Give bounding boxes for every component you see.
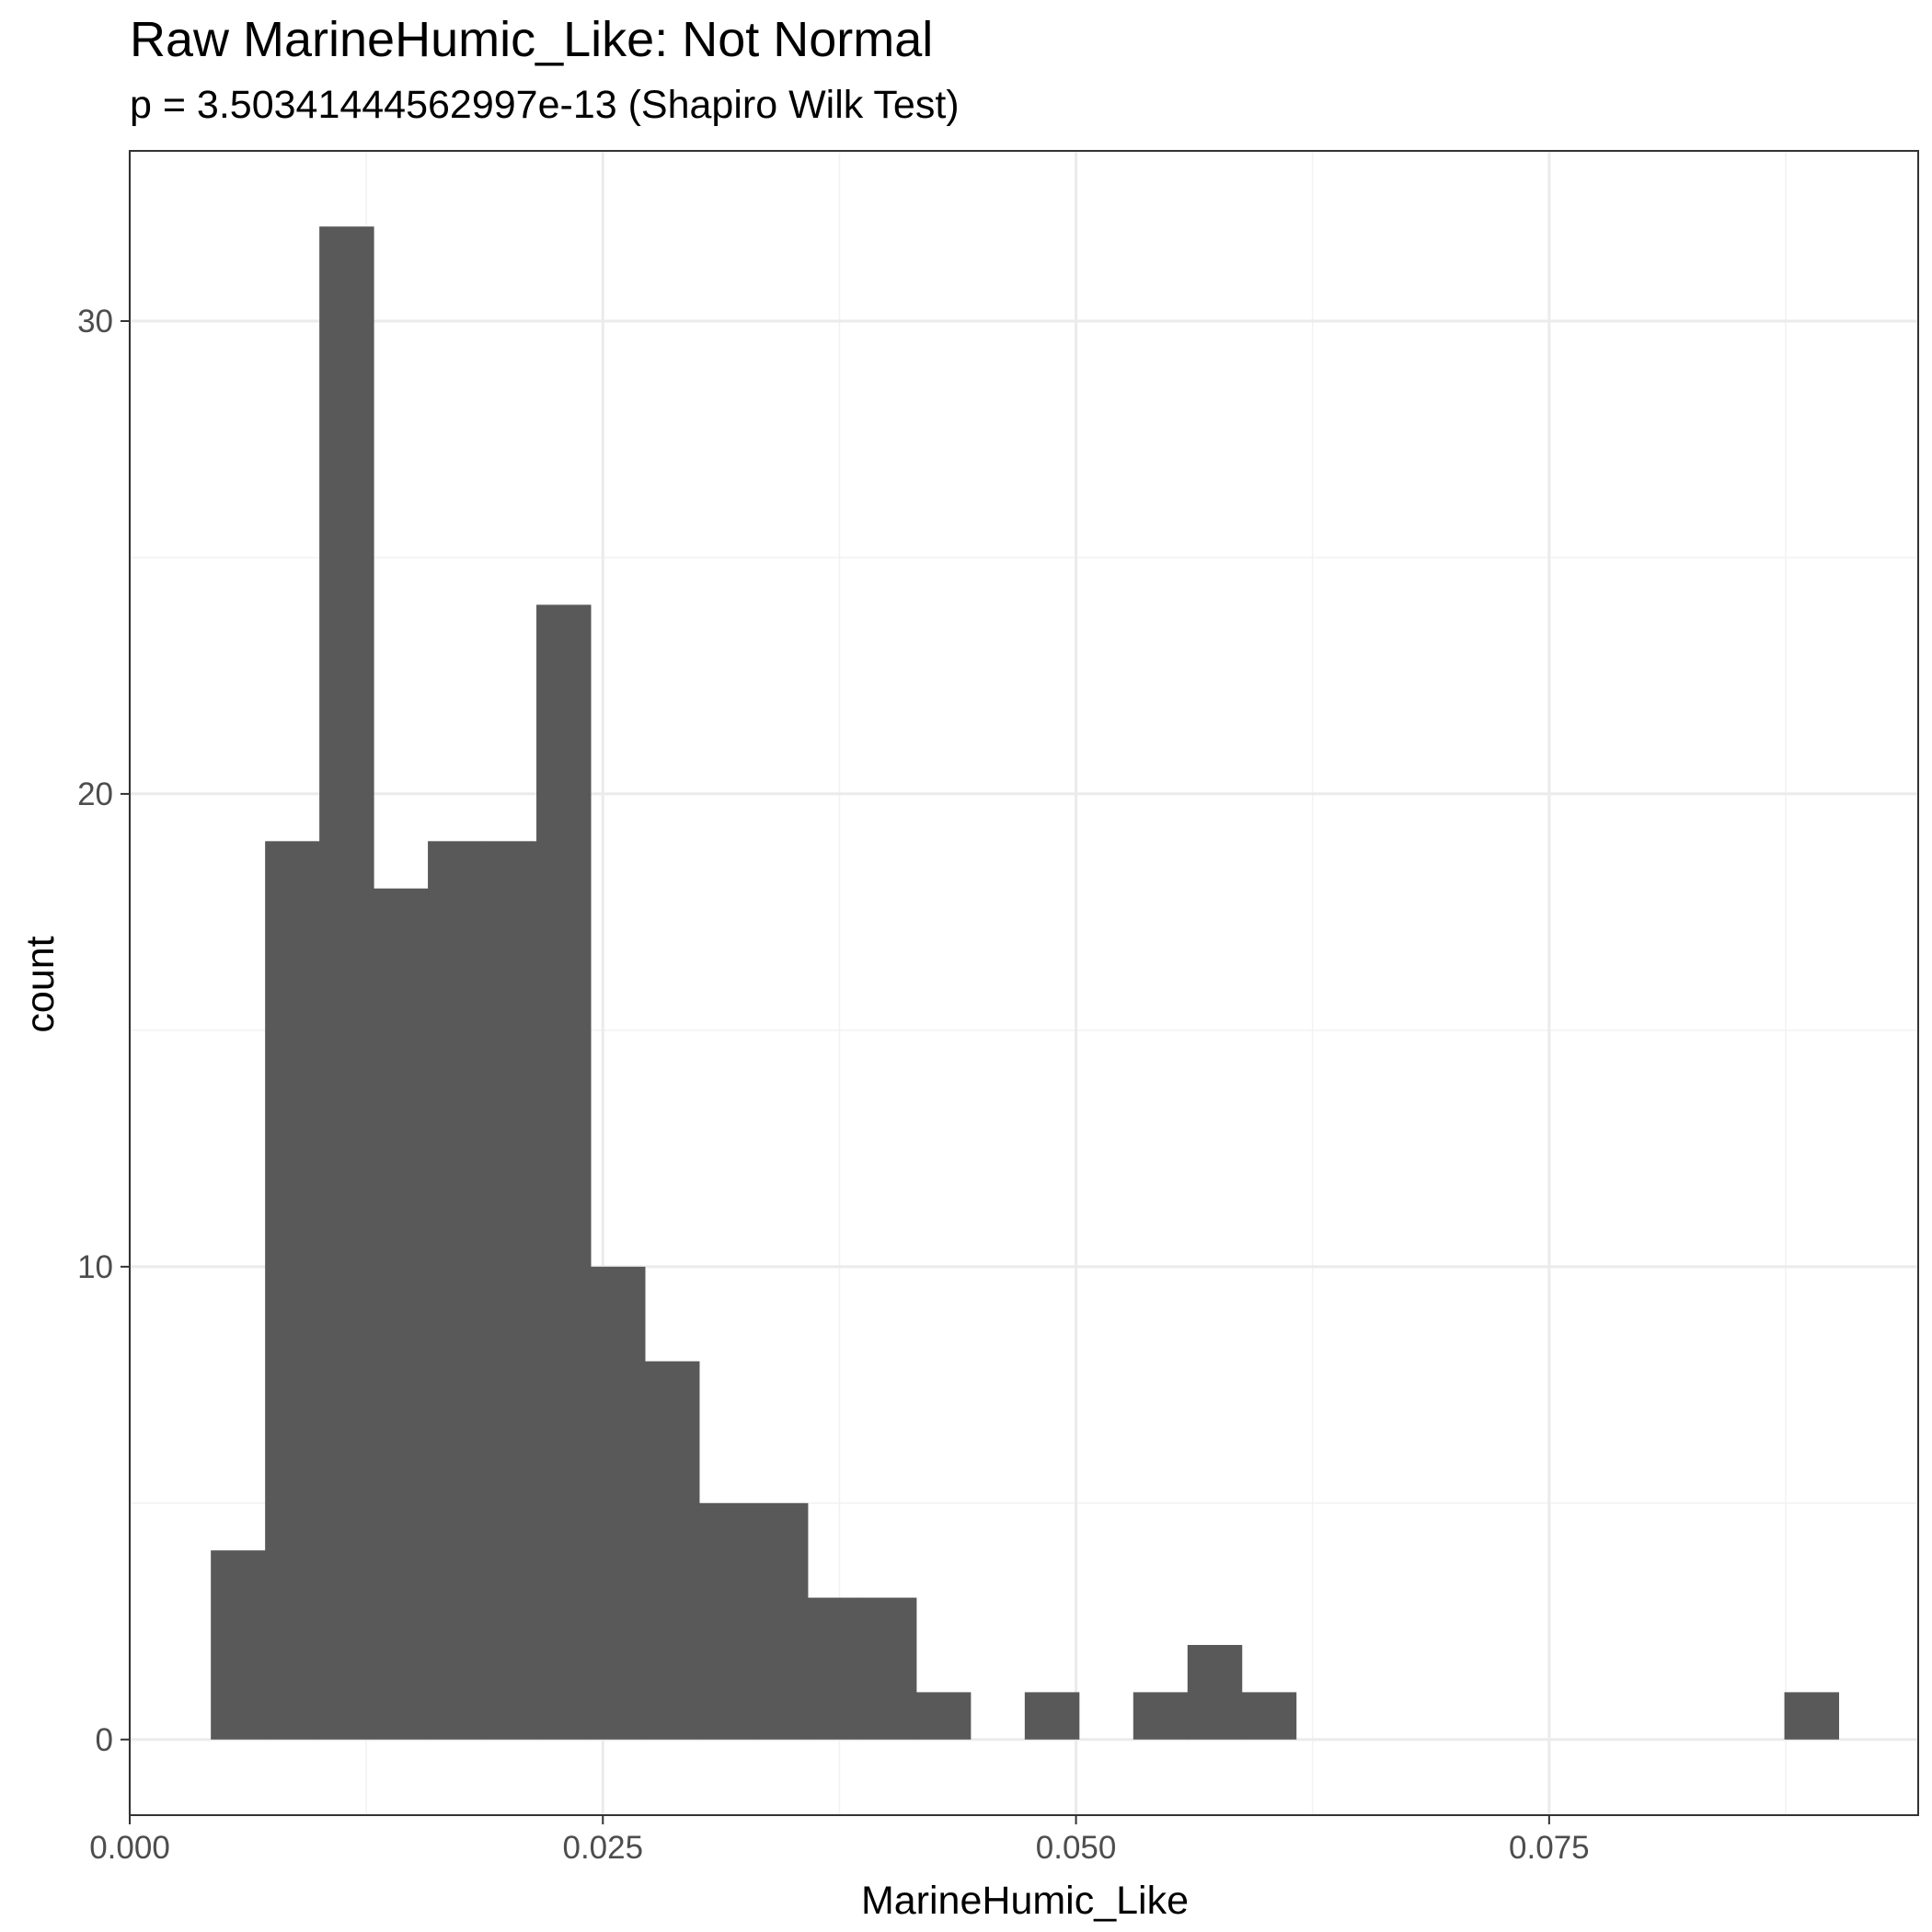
histogram-bar (753, 1502, 809, 1740)
histogram-bar (807, 1597, 863, 1740)
histogram-bar (211, 1550, 266, 1740)
histogram-bar (319, 226, 374, 1740)
chart-subtitle: p = 3.50341444562997e-13 (Shapiro Wilk T… (130, 83, 960, 127)
panel-border (129, 150, 1919, 1816)
histogram-bar (591, 1266, 646, 1740)
x-tick-label: 0.000 (89, 1830, 170, 1866)
histogram-bar (1187, 1644, 1243, 1740)
histogram-bar (915, 1692, 972, 1740)
histogram-bar (265, 841, 320, 1740)
histogram-bar (861, 1597, 917, 1740)
y-tick-label: 10 (77, 1249, 113, 1285)
histogram-bar (1133, 1692, 1189, 1740)
x-tick-label: 0.025 (562, 1830, 643, 1866)
histogram-bar (536, 604, 592, 1740)
histogram-bar (374, 888, 429, 1740)
y-tick-label: 0 (96, 1722, 113, 1758)
chart-title: Raw MarineHumic_Like: Not Normal (130, 12, 934, 67)
x-axis-title: MarineHumic_Like (861, 1879, 1189, 1923)
histogram-bar (1241, 1692, 1297, 1740)
histogram-bar (1024, 1692, 1080, 1740)
histogram-bar (644, 1361, 700, 1740)
x-tick-label: 0.050 (1036, 1830, 1117, 1866)
histogram-bar (1784, 1692, 1840, 1740)
y-tick-label: 30 (77, 304, 113, 339)
histogram-bar (698, 1502, 754, 1740)
histogram-bars (211, 226, 1840, 1740)
y-tick-label: 20 (77, 776, 113, 812)
x-tick-label: 0.075 (1509, 1830, 1590, 1866)
histogram-bar (428, 841, 483, 1740)
axis-ticks: 0.000 0.025 0.050 0.075 0 10 20 30 (77, 304, 1590, 1866)
histogram-bar (482, 841, 537, 1740)
y-axis-title: count (18, 936, 63, 1032)
